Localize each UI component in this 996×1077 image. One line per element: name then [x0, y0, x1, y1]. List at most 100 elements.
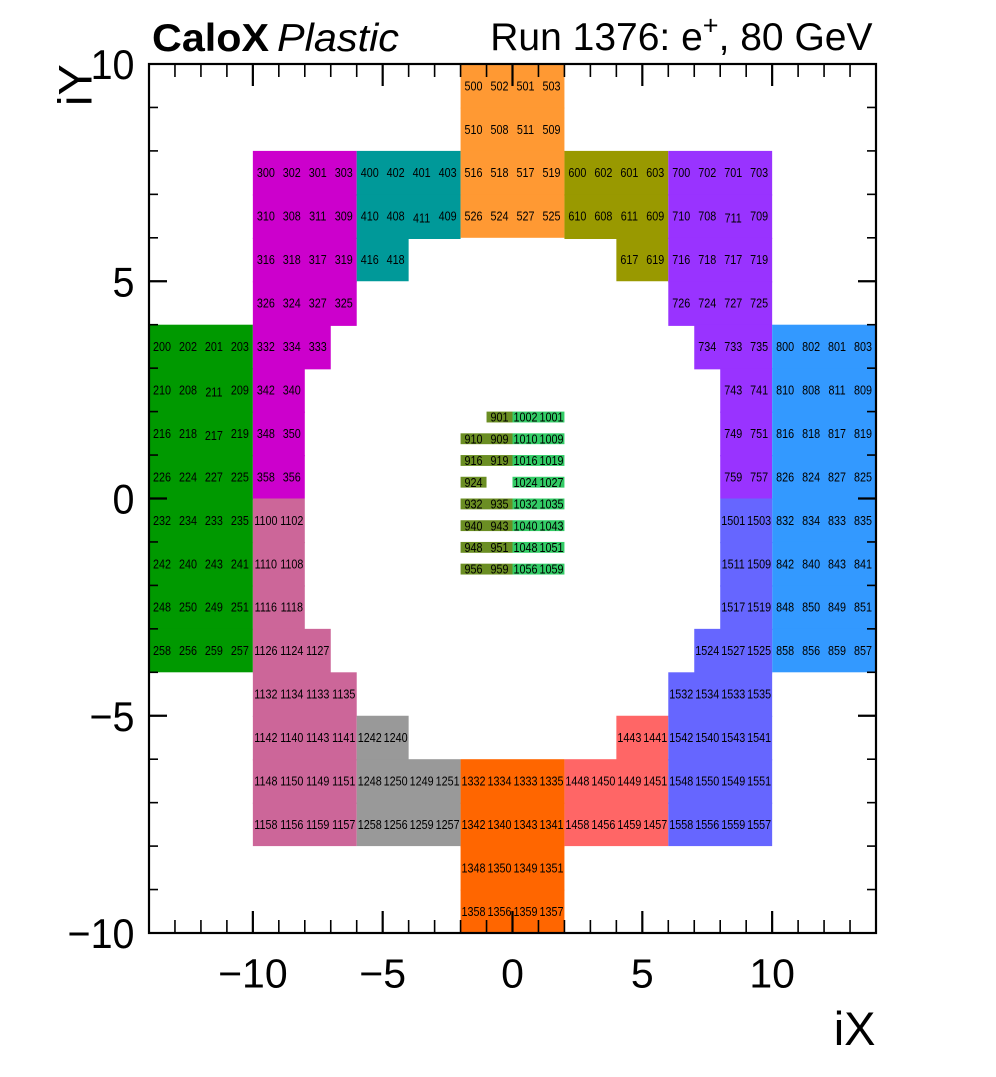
svg-text:1248: 1248: [358, 774, 382, 789]
svg-text:508: 508: [491, 122, 509, 137]
svg-text:1449: 1449: [617, 774, 641, 789]
svg-text:0: 0: [113, 475, 135, 522]
svg-text:703: 703: [750, 165, 768, 180]
svg-text:1356: 1356: [488, 904, 512, 919]
svg-text:340: 340: [283, 382, 301, 397]
svg-text:1040: 1040: [513, 518, 537, 533]
svg-text:1450: 1450: [591, 774, 615, 789]
svg-text:759: 759: [724, 469, 742, 484]
svg-text:1524: 1524: [695, 643, 719, 658]
svg-text:1543: 1543: [721, 730, 745, 745]
svg-text:916: 916: [465, 453, 483, 468]
svg-text:300: 300: [257, 165, 275, 180]
svg-text:−10: −10: [218, 951, 288, 997]
svg-text:248: 248: [153, 600, 171, 615]
svg-text:516: 516: [465, 165, 483, 180]
svg-text:218: 218: [179, 426, 197, 441]
svg-text:726: 726: [672, 296, 690, 311]
svg-text:859: 859: [828, 643, 846, 658]
svg-text:835: 835: [854, 513, 872, 528]
svg-text:334: 334: [283, 339, 301, 354]
svg-text:909: 909: [491, 431, 509, 446]
svg-text:842: 842: [776, 556, 794, 571]
svg-text:948: 948: [465, 540, 483, 555]
svg-text:617: 617: [620, 252, 638, 267]
svg-text:1441: 1441: [643, 730, 667, 745]
svg-text:858: 858: [776, 643, 794, 658]
svg-text:1533: 1533: [721, 687, 745, 702]
svg-text:−5: −5: [359, 951, 406, 997]
svg-text:800: 800: [776, 339, 794, 354]
svg-text:1342: 1342: [462, 817, 486, 832]
svg-text:951: 951: [491, 540, 509, 555]
svg-text:316: 316: [257, 252, 275, 267]
svg-text:227: 227: [205, 469, 223, 484]
svg-text:1340: 1340: [488, 817, 512, 832]
svg-text:1519: 1519: [747, 600, 771, 615]
svg-text:1124: 1124: [280, 643, 304, 658]
svg-text:303: 303: [335, 165, 353, 180]
svg-text:1359: 1359: [513, 904, 537, 919]
svg-text:600: 600: [568, 165, 586, 180]
svg-text:924: 924: [465, 475, 483, 490]
svg-text:959: 959: [491, 562, 509, 577]
svg-text:219: 219: [231, 426, 249, 441]
svg-text:518: 518: [491, 165, 509, 180]
svg-text:1333: 1333: [513, 774, 537, 789]
svg-text:308: 308: [283, 209, 301, 224]
svg-text:724: 724: [698, 296, 716, 311]
svg-text:202: 202: [179, 339, 197, 354]
svg-text:708: 708: [698, 209, 716, 224]
svg-text:734: 734: [698, 339, 716, 354]
svg-text:356: 356: [283, 469, 301, 484]
svg-text:701: 701: [724, 165, 742, 180]
svg-text:840: 840: [802, 556, 820, 571]
svg-text:226: 226: [153, 469, 171, 484]
svg-text:225: 225: [231, 469, 249, 484]
svg-text:700: 700: [672, 165, 690, 180]
svg-text:808: 808: [802, 382, 820, 397]
svg-text:311: 311: [309, 209, 327, 224]
svg-text:1351: 1351: [539, 860, 563, 875]
svg-text:1251: 1251: [436, 774, 460, 789]
svg-text:850: 850: [802, 600, 820, 615]
svg-text:350: 350: [283, 426, 301, 441]
svg-text:1249: 1249: [410, 774, 434, 789]
svg-text:834: 834: [802, 513, 820, 528]
svg-text:1358: 1358: [462, 904, 486, 919]
svg-text:1059: 1059: [539, 562, 563, 577]
svg-text:258: 258: [153, 643, 171, 658]
svg-text:203: 203: [231, 339, 249, 354]
svg-text:10: 10: [749, 951, 795, 997]
svg-text:1118: 1118: [281, 600, 304, 615]
svg-text:1151: 1151: [332, 774, 356, 789]
svg-text:735: 735: [750, 339, 768, 354]
svg-text:325: 325: [335, 296, 353, 311]
svg-text:1051: 1051: [539, 540, 563, 555]
svg-text:811: 811: [828, 382, 846, 397]
svg-text:848: 848: [776, 600, 794, 615]
svg-text:919: 919: [491, 453, 509, 468]
svg-text:801: 801: [828, 339, 846, 354]
svg-text:841: 841: [854, 556, 872, 571]
svg-text:250: 250: [179, 600, 197, 615]
svg-text:1259: 1259: [410, 817, 434, 832]
svg-text:1535: 1535: [747, 687, 771, 702]
svg-text:717: 717: [724, 252, 742, 267]
svg-text:819: 819: [854, 426, 872, 441]
svg-text:940: 940: [465, 518, 483, 533]
svg-text:910: 910: [465, 431, 483, 446]
svg-text:1503: 1503: [747, 513, 771, 528]
svg-text:525: 525: [542, 209, 560, 224]
svg-text:956: 956: [465, 562, 483, 577]
svg-text:1157: 1157: [332, 817, 356, 832]
svg-text:601: 601: [620, 165, 638, 180]
svg-text:709: 709: [750, 209, 768, 224]
svg-text:1116: 1116: [255, 600, 278, 615]
svg-text:416: 416: [361, 252, 379, 267]
svg-text:1534: 1534: [695, 687, 719, 702]
svg-text:1135: 1135: [332, 687, 356, 702]
svg-text:1458: 1458: [565, 817, 589, 832]
svg-text:1240: 1240: [384, 730, 408, 745]
svg-text:503: 503: [542, 78, 560, 93]
